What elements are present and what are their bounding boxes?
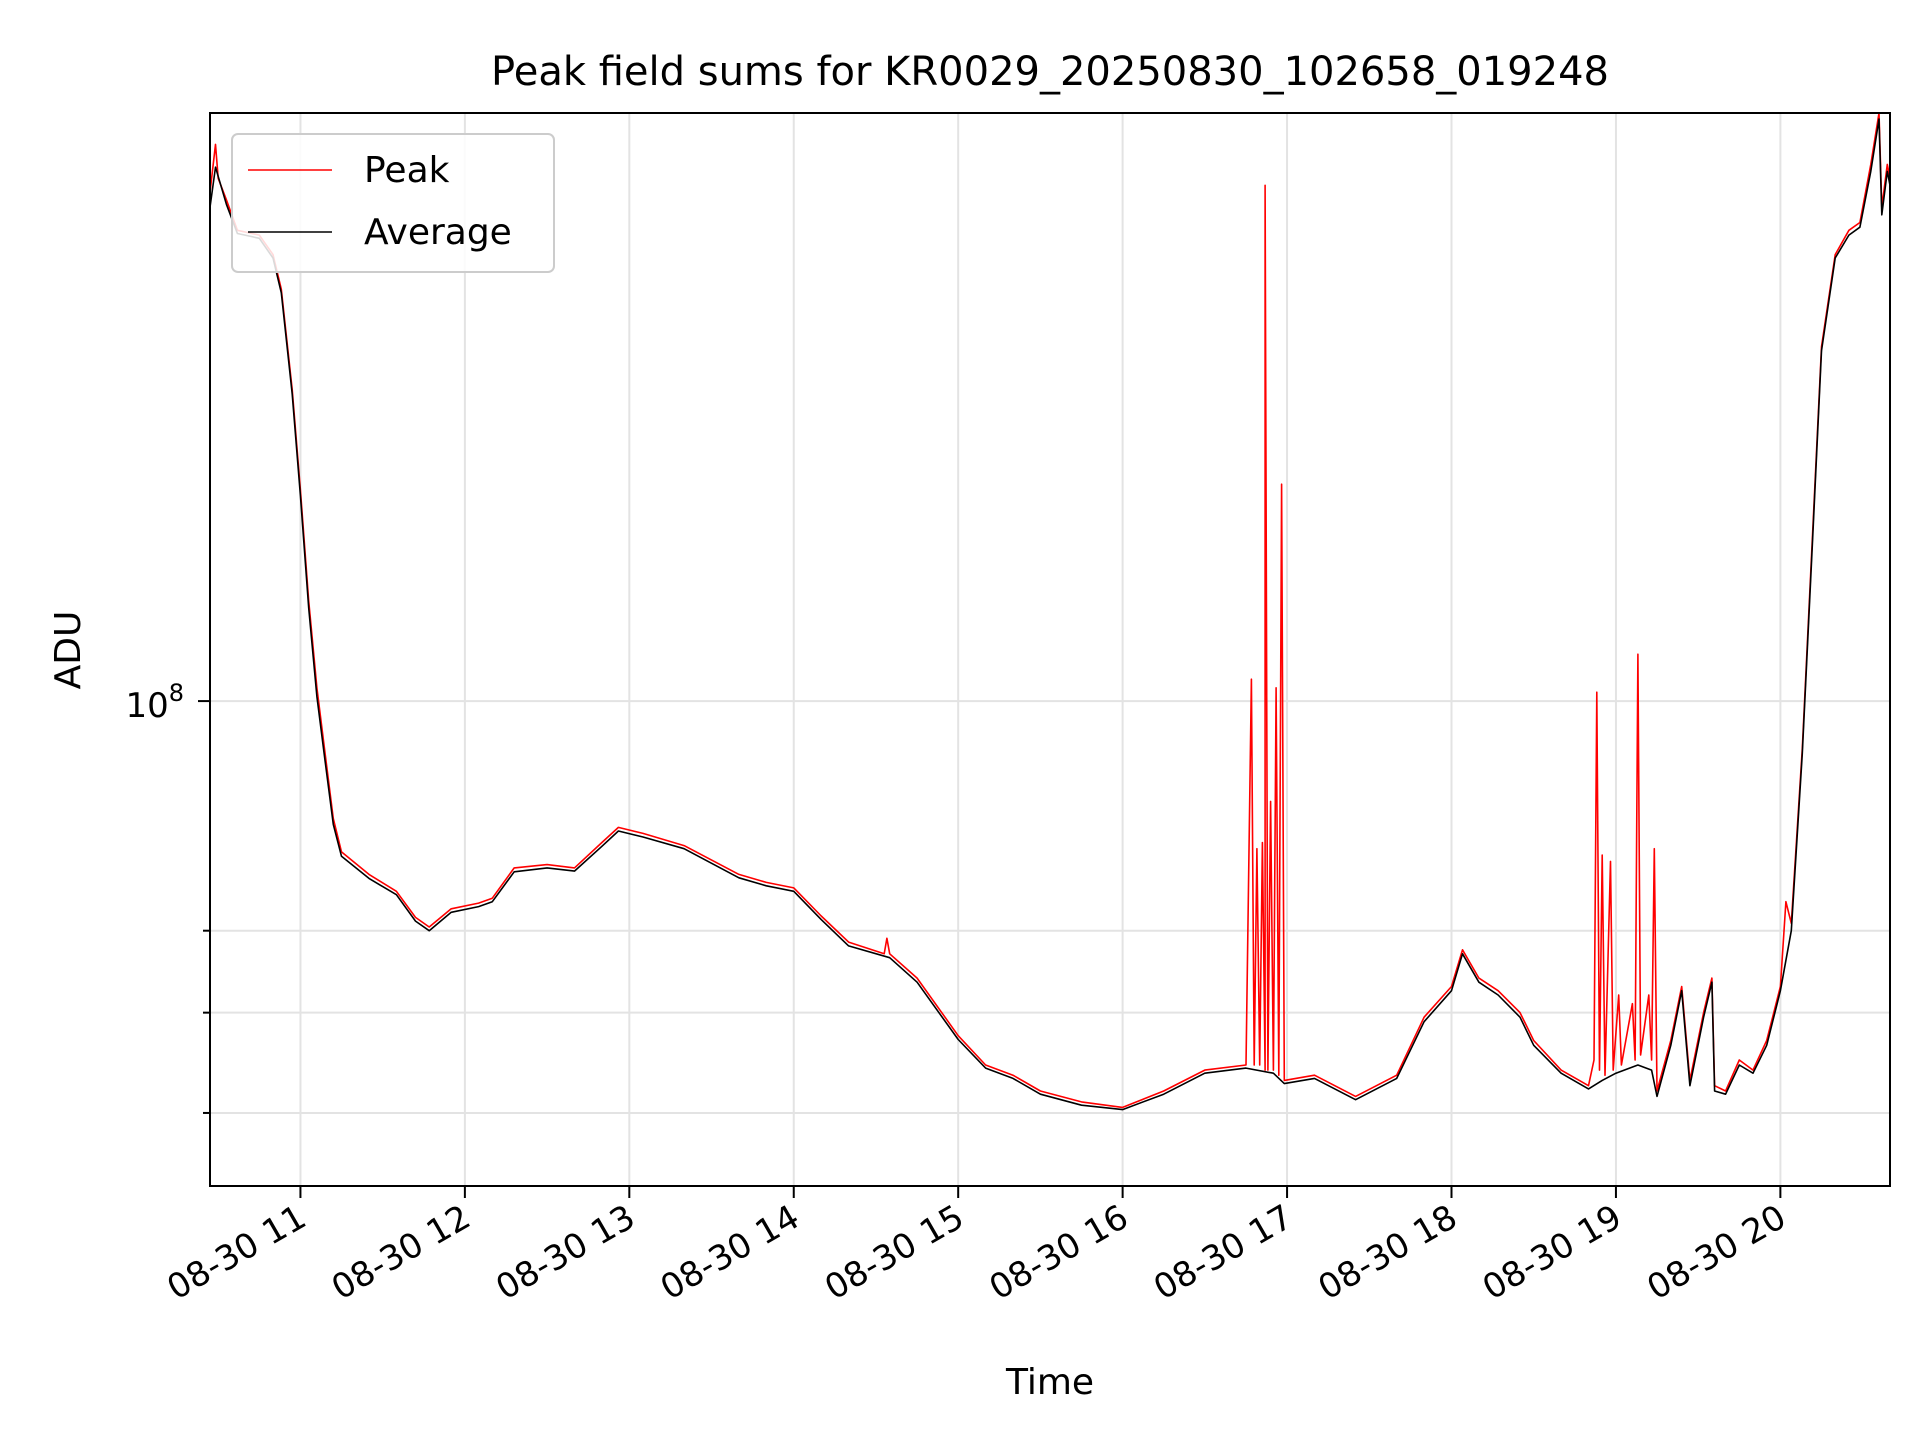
plot-frame [209, 112, 1891, 1187]
y-axis-label: ADU [48, 611, 89, 690]
y-tick-label: 108 [125, 679, 184, 726]
y-axis: 108 [125, 679, 210, 1114]
series-layer [209, 112, 1891, 1111]
legend: Peak Average [231, 133, 555, 273]
x-axis-label: Time [1005, 1362, 1094, 1403]
grid-lines [210, 113, 1890, 1186]
chart-title: Peak field sums for KR0029_20250830_1026… [491, 49, 1609, 95]
series-line-average [209, 118, 1891, 1111]
legend-peak-label: Peak [364, 150, 450, 191]
legend-box [231, 133, 555, 273]
legend-average-label: Average [364, 212, 512, 253]
